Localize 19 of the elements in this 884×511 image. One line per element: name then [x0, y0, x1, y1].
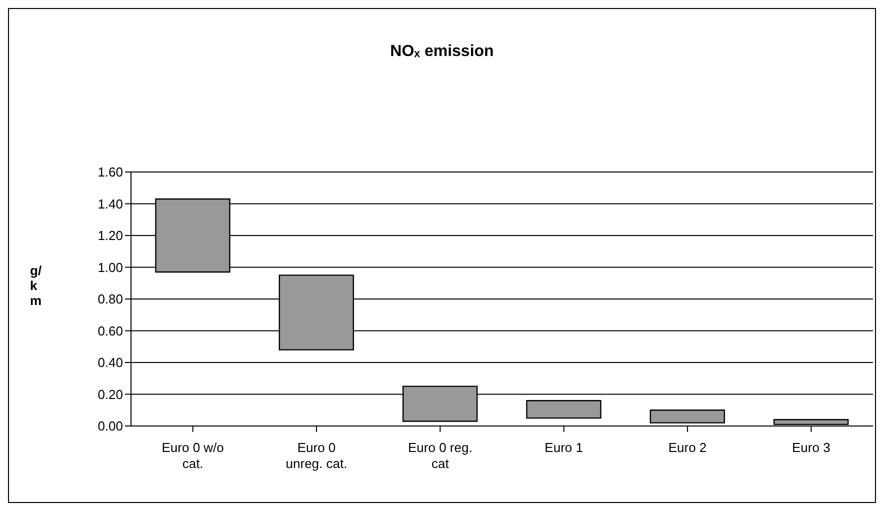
y-tick-label: 1.40: [98, 196, 123, 212]
y-tick-label: 0.40: [98, 355, 123, 370]
y-tick-label: 0.00: [98, 418, 123, 434]
y-axis-title: g/km: [30, 263, 43, 308]
x-tick-label: Euro 0 reg. cat: [408, 440, 472, 471]
x-tick-label: Euro 0 w/o cat.: [162, 440, 224, 471]
chart-title: NOₓ emission: [389, 43, 495, 61]
x-tick-label: Euro 0 unreg. cat.: [286, 440, 348, 471]
y-tick-label: 1.60: [98, 164, 123, 180]
x-tick-label: Euro 3: [792, 440, 830, 455]
y-tick-label: 1.20: [98, 228, 123, 244]
y-tick-label: 1.00: [98, 260, 123, 275]
y-tick-label: 0.20: [98, 386, 123, 402]
x-tick-label: Euro 1: [544, 440, 583, 455]
bar: [526, 400, 602, 419]
bar: [650, 410, 725, 424]
x-tick-label: Euro 2: [668, 440, 707, 455]
y-tick-label: 0.60: [98, 323, 123, 338]
y-tick-label: 0.80: [98, 292, 123, 307]
